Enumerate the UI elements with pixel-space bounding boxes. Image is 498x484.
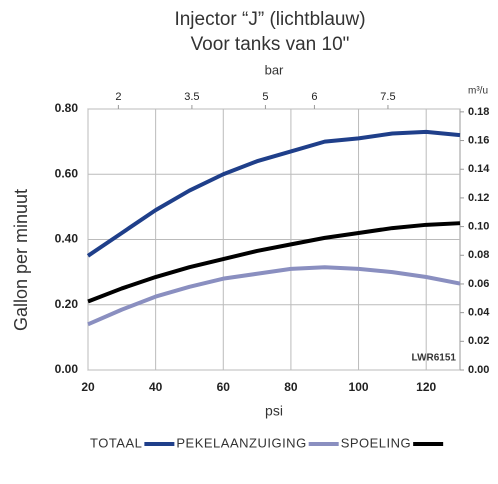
x-tick-label: 40: [149, 380, 163, 394]
y2-tick-label: 0.00: [468, 364, 489, 376]
legend-label: TOTAAL: [90, 435, 142, 450]
y2-tick-label: 0.12: [468, 192, 489, 204]
y-tick-label: 0.60: [55, 166, 79, 180]
annotation: LWR6151: [412, 353, 457, 364]
y-tick-label: 0.40: [55, 232, 79, 246]
legend-label: SPOELING: [341, 435, 411, 450]
x-tick-label: 100: [349, 380, 369, 394]
legend-label: PEKELAANZUIGING: [176, 435, 306, 450]
chart-title: Injector “J” (lichtblauw): [174, 9, 365, 30]
x-tick-label: 60: [217, 380, 231, 394]
y-tick-label: 0.80: [55, 101, 79, 115]
y2-tick-label: 0.08: [468, 249, 489, 261]
x2-tick-label: 3.5: [184, 91, 199, 103]
chart-subtitle: Voor tanks van 10": [191, 34, 350, 55]
x2-tick-label: 2: [115, 91, 121, 103]
x-tick-label: 80: [284, 380, 298, 394]
y2-axis-label: m³/u: [468, 86, 488, 97]
y-tick-label: 0.20: [55, 297, 79, 311]
y2-tick-label: 0.04: [468, 307, 490, 319]
x-tick-label: 120: [416, 380, 436, 394]
x2-tick-label: 6: [311, 91, 317, 103]
y2-tick-label: 0.06: [468, 278, 489, 290]
y2-tick-label: 0.02: [468, 335, 489, 347]
y2-tick-label: 0.10: [468, 220, 489, 232]
line: [87, 221, 461, 304]
y2-tick-label: 0.16: [468, 134, 489, 146]
x2-axis-label: bar: [265, 62, 284, 77]
y-tick-label: 0.00: [55, 362, 79, 376]
line: [87, 265, 461, 327]
x2-tick-label: 7.5: [380, 91, 395, 103]
x-axis-label: psi: [265, 403, 283, 419]
x-tick-label: 20: [81, 380, 95, 394]
line: [86, 129, 461, 258]
x2-tick-label: 5: [262, 91, 268, 103]
y2-tick-label: 0.18: [468, 106, 489, 118]
y2-tick-label: 0.14: [468, 163, 490, 175]
y-axis-label: Gallon per minuut: [11, 189, 31, 331]
